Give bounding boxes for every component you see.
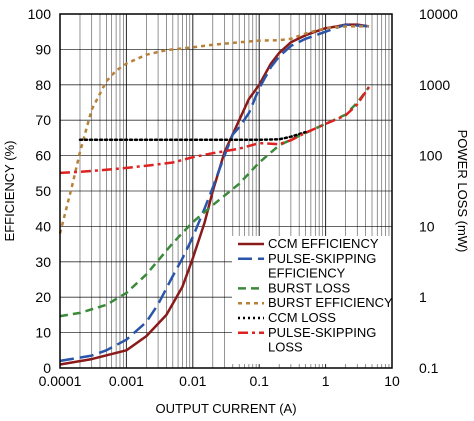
- legend-label: PULSE-SKIPPING EFFICIENCY: [268, 251, 376, 281]
- y-left-tick-label: 70: [35, 112, 51, 128]
- y-right-tick-label: 0.1: [419, 360, 439, 376]
- x-tick-label: 10: [384, 373, 400, 389]
- x-tick-label: 1: [322, 373, 330, 389]
- y-left-tick-label: 0: [43, 360, 51, 376]
- y-right-tick-label: 1000: [419, 77, 450, 93]
- y-right-tick-label: 10: [419, 218, 435, 234]
- x-axis-title: OUTPUT CURRENT (A): [155, 401, 296, 416]
- y-right-tick-label: 1: [419, 289, 427, 305]
- y-left-tick-label: 20: [35, 289, 51, 305]
- legend-label: CCM EFFICIENCY: [268, 236, 379, 251]
- x-tick-label: 0.1: [249, 373, 269, 389]
- y-axis-left-title: EFFICIENCY (%): [2, 141, 17, 242]
- tick-labels: 0.0001 0.001 0.01 0.1 1 100102030405060708090…: [28, 6, 459, 389]
- y-left-tick-label: 90: [35, 41, 51, 57]
- y-left-tick-label: 50: [35, 183, 51, 199]
- y-axis-right-title: POWER LOSS (mW): [455, 130, 470, 253]
- legend-background: [232, 236, 412, 364]
- y-left-tick-label: 10: [35, 325, 51, 341]
- series-lines: [58, 23, 371, 366]
- y-left-tick-label: 100: [28, 6, 52, 22]
- y-left-tick-label: 60: [35, 148, 51, 164]
- y-left-tick-label: 80: [35, 77, 51, 93]
- plot-frame: [59, 13, 393, 369]
- legend-label: BURST LOSS: [268, 280, 350, 295]
- series-line: [78, 130, 307, 142]
- x-tick-label: 0.01: [179, 373, 206, 389]
- legend-label: BURST EFFICIENCY: [268, 295, 393, 310]
- legend-label: CCM LOSS: [268, 310, 336, 325]
- x-tick-label: 0.0001: [39, 373, 82, 389]
- series-line: [59, 23, 370, 363]
- series-line: [58, 25, 369, 234]
- y-right-tick-label: 10000: [419, 6, 458, 22]
- y-left-tick-label: 30: [35, 254, 51, 270]
- x-tick-label: 0.001: [109, 373, 144, 389]
- y-right-tick-label: 100: [419, 148, 443, 164]
- y-left-tick-label: 40: [35, 218, 51, 234]
- series-line: [59, 86, 371, 175]
- series-line: [59, 86, 370, 318]
- legend-label: PULSE-SKIPPING LOSS: [268, 325, 376, 355]
